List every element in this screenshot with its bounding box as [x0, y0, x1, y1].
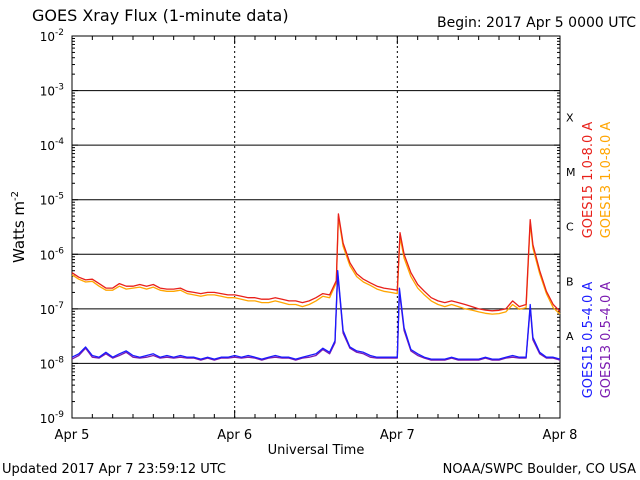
y-tick-label: 10-6 — [40, 246, 65, 262]
series-line — [71, 270, 561, 360]
flare-class-label: B — [566, 275, 574, 288]
series-line — [71, 215, 561, 315]
begin-time: Begin: 2017 Apr 5 0000 UTC — [437, 15, 636, 31]
x-tick-label: Apr 7 — [380, 428, 415, 443]
series-line — [71, 273, 561, 361]
y-tick-label: 10-7 — [40, 301, 64, 317]
y-tick-label: 10-8 — [40, 355, 65, 371]
legend-entry: GOES13 0.5-4.0 A — [599, 282, 614, 399]
plot-frame — [71, 35, 561, 419]
legend-entry: GOES15 0.5-4.0 A — [581, 282, 596, 399]
y-tick-label: 10-5 — [40, 192, 64, 208]
y-tick-label: 10-4 — [40, 137, 65, 153]
flare-class-label: M — [566, 166, 576, 179]
chart-title: GOES Xray Flux (1-minute data) — [32, 6, 289, 25]
x-axis-label: Universal Time — [268, 443, 365, 458]
flare-class-label: A — [566, 330, 574, 343]
y-tick-label: 10-2 — [40, 28, 64, 44]
y-tick-label: 10-9 — [40, 410, 65, 426]
flare-class-label: C — [566, 221, 574, 234]
x-tick-label: Apr 8 — [543, 428, 578, 443]
series-line — [71, 213, 561, 312]
y-axis-label: Watts m-2 — [10, 191, 28, 263]
legend-entry: GOES13 1.0-8.0 A — [599, 122, 614, 239]
updated-timestamp: Updated 2017 Apr 7 23:59:12 UTC — [2, 462, 226, 477]
legend-entry: GOES15 1.0-8.0 A — [581, 122, 596, 239]
credit-text: NOAA/SWPC Boulder, CO USA — [442, 462, 636, 477]
x-tick-label: Apr 6 — [217, 428, 252, 443]
x-tick-label: Apr 5 — [55, 428, 90, 443]
y-tick-label: 10-3 — [40, 83, 64, 99]
flare-class-label: X — [566, 112, 574, 125]
